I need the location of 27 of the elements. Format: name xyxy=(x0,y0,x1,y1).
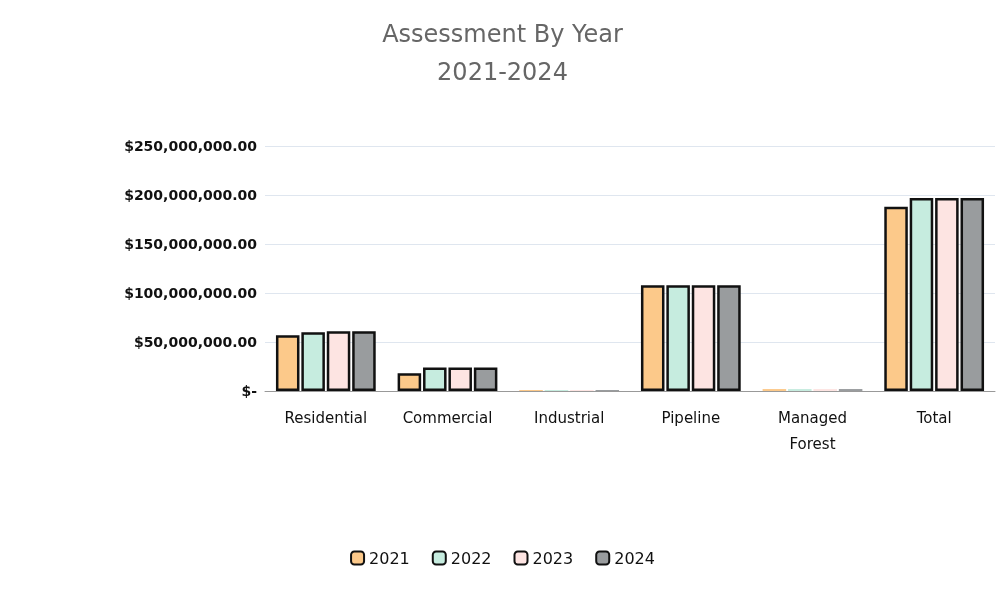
bar xyxy=(301,332,325,391)
legend-label: 2021 xyxy=(369,548,410,568)
y-tick-label: $250,000,000.00 xyxy=(124,138,258,154)
legend-label: 2023 xyxy=(532,548,574,568)
y-tick-label: $- xyxy=(241,383,258,399)
y-tick-label: $100,000,000.00 xyxy=(124,285,258,301)
bar xyxy=(397,373,422,391)
bar xyxy=(326,331,351,391)
bar xyxy=(909,197,934,391)
x-tick-label: Total xyxy=(915,409,952,427)
legend-label: 2024 xyxy=(614,548,655,568)
bar xyxy=(640,285,665,391)
y-tick-label: $150,000,000.00 xyxy=(124,236,258,252)
bar xyxy=(884,206,908,391)
x-tick-label: Commercial xyxy=(402,409,493,427)
x-tick-label: Industrial xyxy=(533,409,605,427)
bar xyxy=(666,285,690,391)
bar xyxy=(275,335,300,391)
bar xyxy=(935,197,959,391)
x-tick-label: Pipeline xyxy=(661,409,721,427)
y-tick-label: $200,000,000.00 xyxy=(124,187,258,203)
x-tick-label: Residential xyxy=(284,409,368,427)
y-tick-label: $50,000,000.00 xyxy=(133,334,258,350)
x-tick-label: Managed Forest xyxy=(777,409,848,453)
chart-title: Assessment By Year 2021-2024 xyxy=(382,20,623,86)
bar xyxy=(691,285,716,391)
legend-label: 2022 xyxy=(450,548,492,568)
